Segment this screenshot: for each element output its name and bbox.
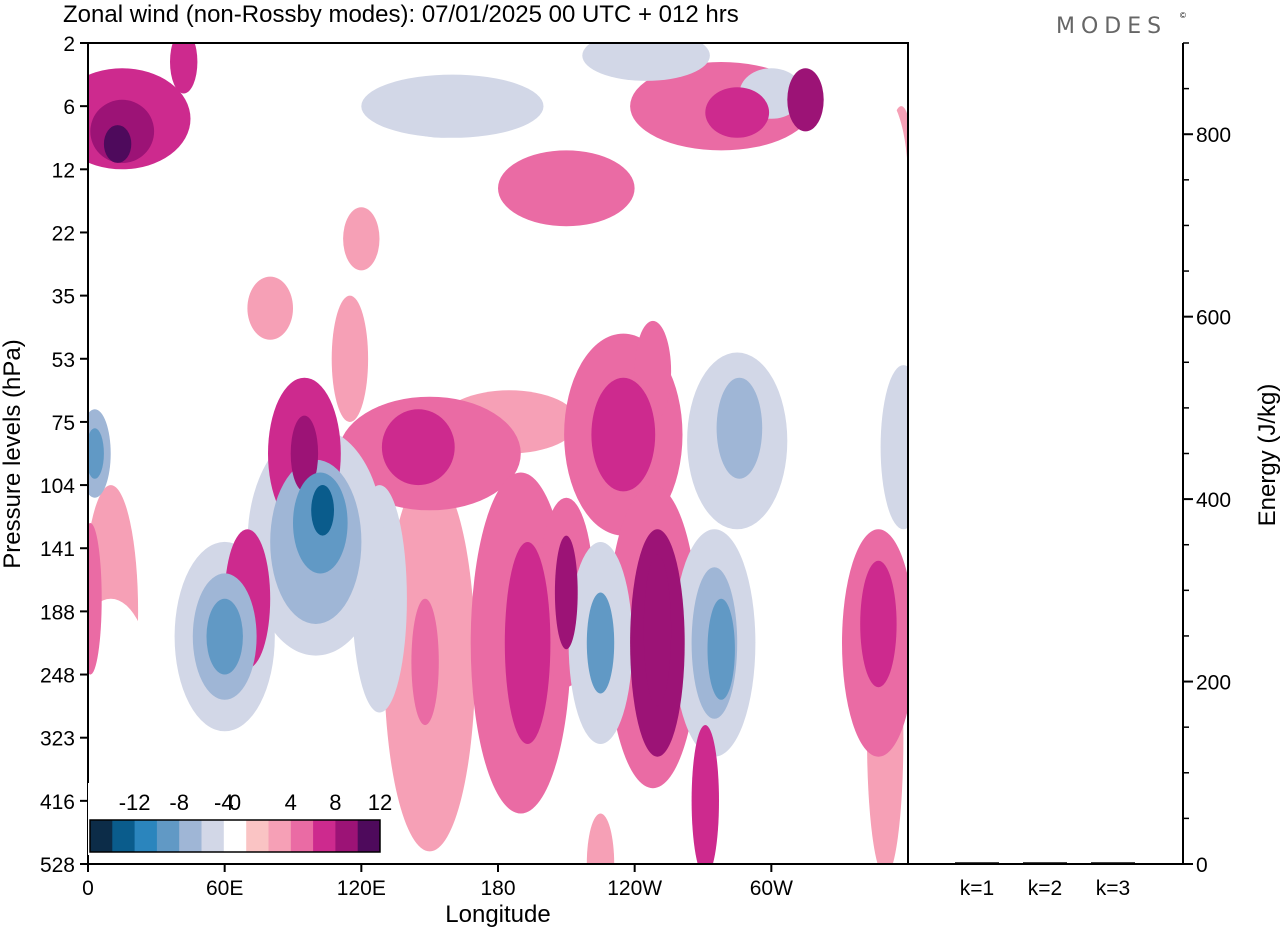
westerly-contour	[381, 409, 455, 486]
energy-tick-label: 0	[1196, 854, 1208, 877]
easterly-contour	[716, 377, 763, 479]
westerly-contour	[411, 598, 439, 726]
westerly-contour	[643, 554, 672, 707]
contour-field	[88, 43, 908, 864]
y-tick-label: 248	[40, 665, 75, 688]
easterly-contour	[400, 99, 483, 138]
westerly-contour	[787, 68, 824, 132]
colorbar-swatch	[313, 820, 336, 852]
y-tick-label: 35	[52, 286, 75, 309]
colorbar-swatch	[335, 820, 359, 852]
westerly-contour	[691, 725, 719, 864]
x-tick-label: 60W	[750, 877, 793, 900]
westerly-contour	[170, 43, 198, 94]
colorbar-swatch	[90, 820, 113, 852]
brand-logo: MODES	[1056, 14, 1167, 39]
westerly-contour	[586, 813, 615, 864]
heatmap-plot: 2 6 12 22 35 53 75 104 141 188 248 323 416 528 0 60E 12…	[0, 33, 909, 928]
colorbar-swatch	[223, 820, 247, 852]
energy-y-axis: 0 200 400 600 800	[1183, 42, 1231, 877]
easterly-contour	[853, 93, 908, 271]
colorbar-frame	[89, 819, 381, 853]
colorbar-swatch	[179, 820, 202, 852]
colorbar-tick-label: 12	[368, 790, 392, 815]
colorbar-swatch	[246, 820, 269, 852]
brand-mark: ©	[1180, 11, 1186, 20]
easterly-contour	[707, 598, 735, 700]
energy-tick-label: 400	[1196, 489, 1231, 512]
y-tick-label: 53	[52, 349, 75, 372]
y-tick-label: 2	[63, 33, 75, 56]
y-tick-label: 416	[40, 791, 75, 814]
colorbar-tick-label: 8	[329, 790, 341, 815]
easterly-contour	[192, 150, 293, 227]
easterly-contour	[311, 485, 334, 536]
westerly-contour	[860, 560, 897, 688]
westerly-contour	[705, 87, 770, 138]
energy-x-axis: k=1 k=2 k=3	[960, 877, 1130, 900]
westerly-contour	[103, 125, 132, 163]
colorbar-swatch	[156, 820, 180, 852]
easterly-contour	[586, 592, 615, 694]
x-axis-label: Longitude	[445, 901, 550, 928]
easterly-contour	[206, 598, 243, 675]
chart-title: Zonal wind (non-Rossby modes): 07/01/202…	[63, 1, 739, 28]
westerly-contour	[498, 150, 635, 227]
energy-category-label: k=1	[960, 877, 994, 900]
colorbar: -12 -8 -40 4 8 12	[88, 783, 392, 855]
westerly-contour	[290, 415, 319, 492]
westerly-contour	[343, 207, 380, 271]
y-tick-label: 75	[52, 412, 75, 435]
x-tick-label: 120W	[607, 877, 662, 900]
x-axis: 0 60E 120E 180 120W 60W	[82, 864, 793, 900]
y-axis-label: Pressure levels (hPa)	[0, 339, 26, 568]
colorbar-swatch	[112, 820, 136, 852]
energy-category-label: k=2	[1028, 877, 1062, 900]
energy-tick-label: 600	[1196, 307, 1231, 330]
colorbar-tick-label: -12	[119, 790, 151, 815]
westerly-contour	[247, 276, 293, 340]
y-tick-label: 141	[40, 538, 75, 561]
colorbar-swatch	[268, 820, 292, 852]
energy-tick-label: 200	[1196, 672, 1231, 695]
easterly-contour	[582, 43, 710, 81]
y-tick-label: 12	[52, 159, 75, 182]
easterly-contour	[880, 365, 908, 530]
westerly-contour	[591, 377, 656, 492]
westerly-contour	[88, 523, 102, 675]
colorbar-tick-label: -8	[169, 790, 189, 815]
easterly-contour	[88, 428, 104, 479]
x-tick-label: 0	[82, 877, 94, 900]
colorbar-tick-label: 4	[285, 790, 297, 815]
y-tick-label: 22	[52, 222, 75, 245]
energy-axis-label: Energy (J/kg)	[1254, 384, 1280, 527]
colorbar-swatch	[201, 820, 225, 852]
westerly-contour	[554, 535, 578, 650]
y-tick-label: 323	[40, 728, 75, 751]
y-tick-label: 6	[63, 96, 75, 119]
colorbar-tick-label: -4	[214, 790, 234, 815]
energy-category-label: k=3	[1096, 877, 1130, 900]
x-tick-label: 180	[480, 877, 515, 900]
energy-tick-label: 800	[1196, 124, 1231, 147]
x-tick-label: 120E	[337, 877, 386, 900]
y-tick-label: 104	[40, 475, 75, 498]
y-tick-label: 528	[40, 854, 75, 877]
y-axis: 2 6 12 22 35 53 75 104 141 188 248 323 416 528	[40, 33, 88, 877]
energy-plot: 0 200 400 600 800 k=1 k=2 k=3 Energy (J/kg)	[908, 42, 1280, 900]
x-tick-label: 60E	[206, 877, 243, 900]
easterly-contour	[719, 137, 756, 265]
colorbar-swatch	[357, 820, 381, 852]
westerly-contour	[331, 295, 369, 422]
westerly-contour	[504, 542, 551, 744]
easterly-contour	[88, 598, 152, 776]
colorbar-tick-label: 0	[229, 790, 241, 815]
colorbar-swatch	[290, 820, 314, 852]
colorbar-swatch	[134, 820, 158, 852]
y-tick-label: 188	[40, 601, 75, 624]
